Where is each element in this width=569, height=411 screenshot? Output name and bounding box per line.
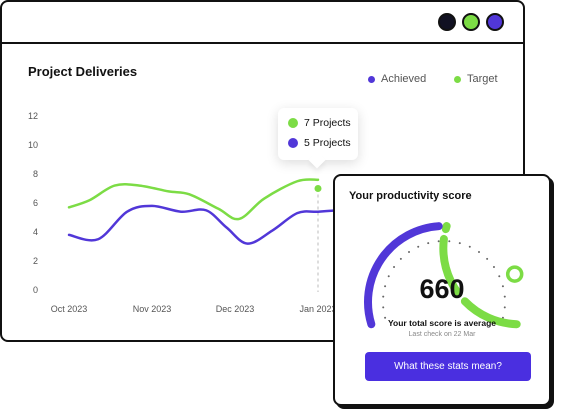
tooltip-achieved-label: 5 Projects xyxy=(304,137,351,149)
x-tick-label: Dec 2023 xyxy=(216,304,255,314)
gauge-tick-dot xyxy=(387,275,390,278)
gauge-tick-dot xyxy=(492,266,495,269)
tooltip-target-dot-icon xyxy=(288,118,298,128)
card-title: Your productivity score xyxy=(349,190,472,202)
gauge-tick-dot xyxy=(468,245,471,248)
last-check-text: Last check on 22 Mar xyxy=(408,331,476,338)
gauge-knob xyxy=(505,265,524,283)
gauge-tick-dot xyxy=(477,251,480,254)
legend-target: Target xyxy=(454,73,498,85)
legend-achieved: Achieved xyxy=(368,73,426,85)
x-tick-label: Oct 2023 xyxy=(51,304,88,314)
x-tick-label: Nov 2023 xyxy=(133,304,172,314)
gauge-tick-dot xyxy=(427,242,430,245)
gauge-purple-arc xyxy=(364,222,443,329)
window-dot-dark[interactable] xyxy=(438,13,456,31)
gauge-tick-dot xyxy=(382,295,385,298)
y-tick-label: 2 xyxy=(33,256,38,266)
gauge-tick-dot xyxy=(501,285,504,288)
y-tick-label: 10 xyxy=(28,140,38,150)
app-window xyxy=(0,0,525,342)
gauge-tick-dot xyxy=(503,295,506,298)
score-gauge xyxy=(364,222,524,329)
tooltip-achieved-row: 5 Projects xyxy=(288,137,351,149)
gauge-tick-dot xyxy=(503,306,506,309)
gauge-tick-dot xyxy=(382,306,385,309)
productivity-score-card: Your productivity score 660 Your total s… xyxy=(333,174,551,406)
gauge-tick-dot xyxy=(448,240,451,243)
gauge-tick-dot xyxy=(486,257,489,260)
legend-dot-achieved-icon xyxy=(368,75,375,83)
gauge-tick-dot xyxy=(498,275,501,278)
legend-achieved-label: Achieved xyxy=(381,73,427,85)
window-titlebar xyxy=(2,2,523,44)
gauge-tick-dot xyxy=(437,240,440,243)
gauge-tick-dot xyxy=(384,316,387,319)
legend-target-label: Target xyxy=(467,73,498,85)
window-dot-green[interactable] xyxy=(462,13,480,31)
gauge-tick-dot xyxy=(393,266,396,269)
gauge-tick-dot xyxy=(501,316,504,319)
chart-tooltip: 7 Projects 5 Projects xyxy=(278,108,358,160)
gauge-tick-dot xyxy=(399,257,402,260)
window-dot-purple[interactable] xyxy=(486,13,504,31)
tooltip-target-row: 7 Projects xyxy=(288,117,351,129)
series-line-achieved xyxy=(67,204,340,245)
series-line-target xyxy=(67,178,320,221)
stats-meaning-button[interactable]: What these stats mean? xyxy=(365,352,531,381)
y-tick-label: 0 xyxy=(33,285,38,295)
tooltip-achieved-dot-icon xyxy=(288,138,298,148)
y-tick-label: 8 xyxy=(33,169,38,179)
y-tick-label: 6 xyxy=(33,198,38,208)
legend-dot-target-icon xyxy=(454,75,461,83)
score-value: 660 xyxy=(419,274,465,304)
gauge-tick-dot xyxy=(408,251,411,254)
y-tick-label: 12 xyxy=(28,111,38,121)
gauge-tick-dot xyxy=(417,245,420,248)
gauge-tick-dot xyxy=(458,242,461,245)
y-tick-label: 4 xyxy=(33,227,38,237)
score-caption: Your total score is average xyxy=(387,318,497,328)
gauge-green-arc xyxy=(439,222,521,329)
gauge-tick-dot xyxy=(384,285,387,288)
x-tick-label: Jan 2023 xyxy=(299,304,336,314)
highlight-point xyxy=(312,183,324,194)
tooltip-target-label: 7 Projects xyxy=(304,117,351,129)
chart-title: Project Deliveries xyxy=(28,64,138,79)
